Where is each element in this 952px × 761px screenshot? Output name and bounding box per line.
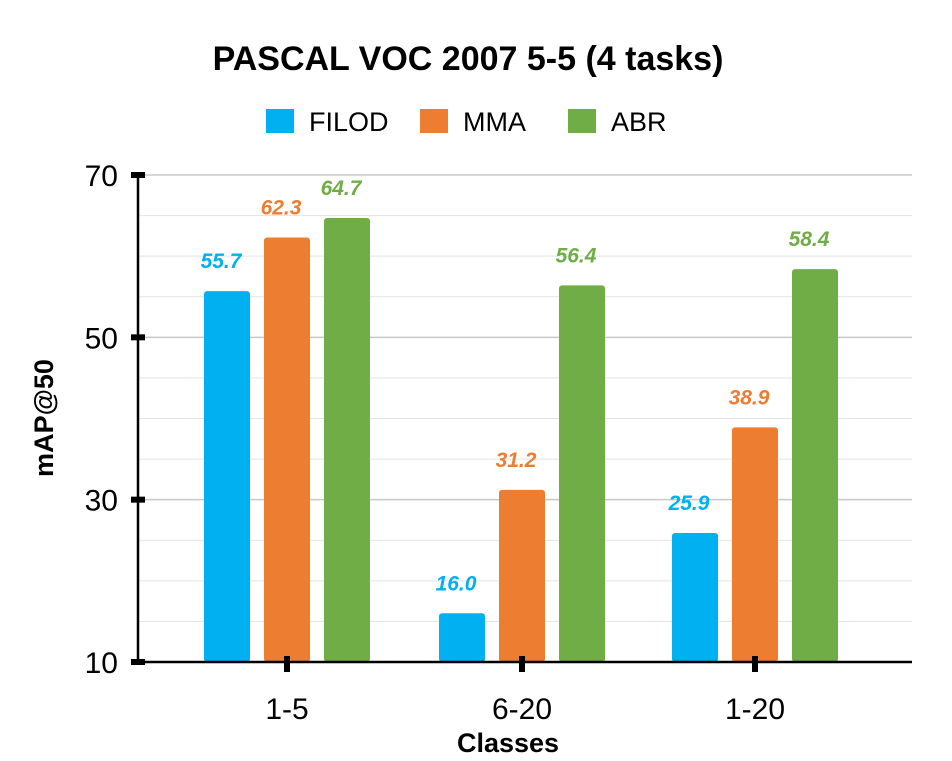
- bar-filod: [672, 532, 718, 662]
- data-label-mma: 31.2: [496, 449, 537, 472]
- data-label-abr: 58.4: [789, 228, 830, 251]
- bar-abr: [792, 269, 838, 662]
- y-axis-title: mAP@50: [29, 359, 59, 477]
- data-label-abr: 64.7: [321, 177, 363, 200]
- legend-swatch-filod: [266, 109, 294, 133]
- bar-filod: [439, 613, 485, 662]
- bar-mma: [264, 237, 310, 662]
- chart-title: PASCAL VOC 2007 5-5 (4 tasks): [213, 40, 724, 78]
- y-tick-label: 70: [85, 160, 118, 193]
- data-labels: 55.7 16.0 25.9 62.3 31.2 38.9 64.7 56.4 58.4: [201, 177, 830, 595]
- legend-label-mma: MMA: [463, 107, 526, 137]
- bar-abr: [324, 218, 370, 663]
- legend-swatch-mma: [420, 109, 448, 133]
- y-axis-ticks: 10 30 50 70: [85, 160, 145, 680]
- data-label-filod: 25.9: [668, 492, 710, 515]
- bar-filod: [204, 291, 250, 662]
- x-tick-label: 6-20: [492, 693, 552, 726]
- bar-abr: [559, 285, 605, 662]
- data-label-filod: 16.0: [436, 572, 477, 595]
- y-tick-label: 50: [85, 322, 118, 355]
- legend-label-abr: ABR: [611, 107, 667, 137]
- bar-mma: [499, 489, 545, 662]
- x-axis-title: Classes: [457, 728, 559, 758]
- legend-label-filod: FILOD: [309, 107, 389, 137]
- data-label-mma: 38.9: [729, 386, 770, 409]
- y-tick-label: 30: [85, 485, 118, 518]
- legend-swatch-abr: [568, 109, 596, 133]
- x-tick-label: 1-20: [725, 693, 785, 726]
- data-label-mma: 62.3: [261, 196, 302, 219]
- legend: FILOD MMA ABR: [266, 107, 667, 137]
- y-tick-label: 10: [85, 647, 118, 680]
- x-axis-ticks: 1-5 6-20 1-20: [265, 656, 785, 726]
- data-label-filod: 55.7: [201, 250, 243, 273]
- bars: [204, 218, 838, 663]
- data-label-abr: 56.4: [556, 244, 597, 267]
- x-tick-label: 1-5: [265, 693, 308, 726]
- bar-mma: [732, 427, 778, 662]
